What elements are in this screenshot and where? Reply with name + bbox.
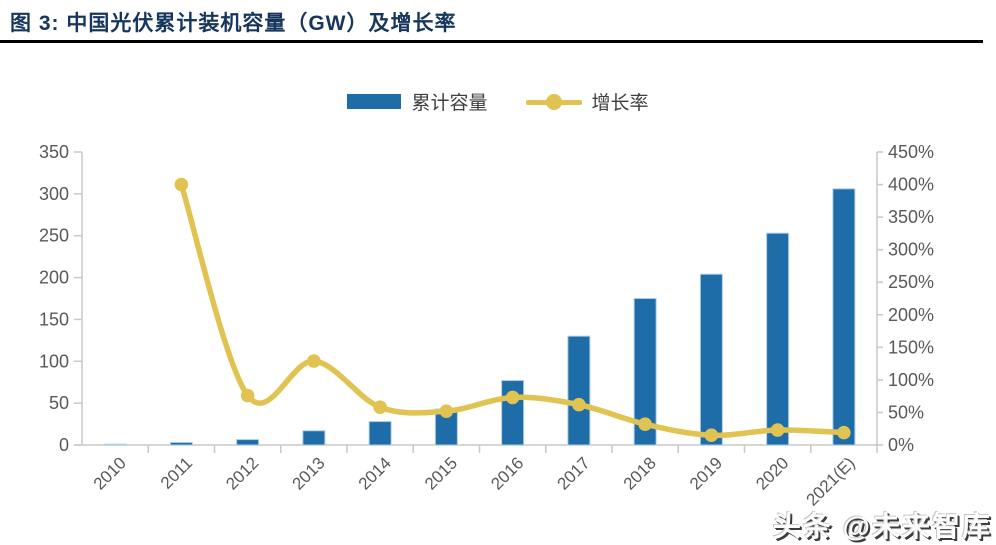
capacity-bar	[501, 380, 525, 446]
legend-line-swatch-icon	[525, 93, 582, 110]
growth-line-marker	[240, 388, 255, 403]
capacity-bar	[169, 441, 193, 446]
growth-line-marker	[439, 404, 454, 418]
capacity-bar	[368, 421, 392, 446]
left-axis-tick-label: 0	[59, 435, 69, 455]
capacity-bar	[567, 335, 591, 446]
legend-label-capacity: 累计容量	[411, 93, 488, 114]
right-axis-tick-label: 50%	[888, 402, 924, 422]
growth-line-marker	[373, 400, 387, 415]
legend-label-growth: 增长率	[591, 93, 649, 114]
figure-title: 图 3: 中国光伏累计装机容量（GW）及增长率	[10, 12, 457, 35]
x-axis-category-label: 2017	[554, 453, 594, 493]
x-axis-category-label: 2016	[487, 453, 527, 493]
growth-line-marker	[704, 428, 719, 443]
left-axis-tick-label: 250	[39, 226, 69, 246]
x-axis-category-label: 2014	[355, 453, 395, 493]
right-axis-tick-label: 300%	[888, 240, 934, 260]
left-axis-tick-label: 300	[39, 184, 69, 204]
x-axis-category-label: 2019	[686, 453, 726, 493]
legend-bar-swatch-icon	[347, 94, 402, 109]
capacity-bar	[236, 439, 260, 446]
left-axis-tick-label: 50	[49, 393, 69, 413]
combo-chart: 0 50 100 150 200 250 300 350 0% 50% 100% 150% 200% 25…	[39, 142, 934, 510]
growth-line-marker	[174, 177, 189, 192]
left-axis-tick-label: 200	[39, 268, 69, 288]
capacity-bar	[766, 232, 790, 446]
right-axis-tick-label: 0%	[888, 435, 914, 455]
x-axis-category-label: 2020	[752, 453, 792, 493]
legend-line-dot	[545, 93, 562, 110]
right-axis-tick-label: 100%	[888, 370, 934, 390]
x-axis-category-label: 2010	[90, 453, 130, 493]
right-axis-tick-label: 450%	[888, 142, 934, 162]
capacity-bar	[302, 430, 326, 446]
right-axis-tick-label: 400%	[888, 175, 934, 195]
left-axis-tick-label: 100	[39, 351, 69, 371]
x-axis-category-label: 2011	[157, 453, 196, 492]
capacity-bar	[633, 298, 657, 446]
growth-line	[174, 177, 851, 443]
x-axis-category-label: 2015	[421, 453, 461, 493]
right-axis-tick-label: 350%	[888, 207, 934, 227]
x-axis-category-label: 2012	[222, 453, 262, 493]
left-axis-tick-label: 150	[39, 309, 69, 329]
right-axis-tick-label: 150%	[888, 337, 934, 357]
x-axis-category-label: 2018	[620, 453, 660, 493]
growth-line-marker	[638, 417, 652, 431]
capacity-bars	[103, 188, 856, 446]
growth-line-marker	[770, 423, 785, 437]
growth-line-marker	[505, 390, 520, 405]
growth-line-marker	[572, 397, 586, 412]
right-axis-tick-label: 250%	[888, 272, 934, 292]
right-axis-tick-label: 200%	[888, 305, 934, 325]
growth-line-marker	[837, 425, 851, 440]
capacity-bar	[103, 443, 127, 446]
x-axis-category-label: 2013	[289, 453, 329, 493]
capacity-bar	[699, 273, 723, 446]
legend-item-growth: 增长率	[525, 88, 649, 115]
watermark: 头条 @未来智库	[772, 511, 992, 542]
growth-line-marker	[307, 354, 321, 368]
left-axis-tick-label: 350	[39, 142, 69, 162]
growth-line-path	[178, 181, 847, 439]
capacity-bar	[832, 188, 856, 446]
axes: 0 50 100 150 200 250 300 350 0% 50% 100% 150% 200% 25…	[39, 142, 934, 510]
chart-legend: 累计容量 增长率	[0, 88, 996, 115]
x-axis-category-label: 2021(E)	[802, 453, 858, 509]
legend-item-capacity: 累计容量	[347, 88, 488, 115]
title-underline	[0, 40, 983, 43]
